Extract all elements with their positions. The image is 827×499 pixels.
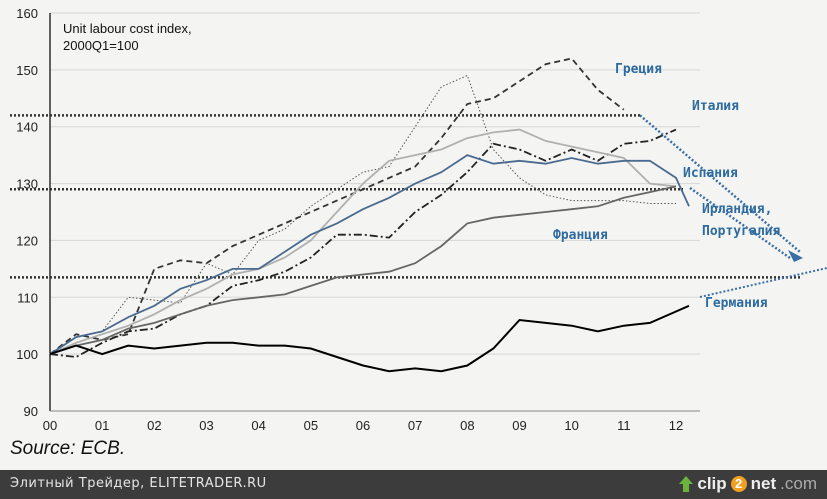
footer-bar: Элитный Трейдер, ELITETRADER.RU clip 2 net… bbox=[0, 470, 827, 499]
annotation-label: Германия bbox=[705, 296, 768, 311]
chart-subtitle: 2000Q1=100 bbox=[63, 38, 139, 53]
arrow-head-icon bbox=[788, 250, 803, 262]
series-line-Испания bbox=[49, 128, 677, 355]
annotations: Греция Италия Испания Ирландия, Португалия Фр… bbox=[553, 62, 780, 311]
x-tick-label: 02 bbox=[147, 418, 161, 433]
grid-lines bbox=[50, 12, 700, 355]
series-line-Италия bbox=[49, 128, 677, 358]
y-tick-label: 110 bbox=[17, 290, 38, 305]
source-note: Source: ECB. bbox=[10, 438, 126, 459]
annotation-label: Франция bbox=[553, 228, 608, 243]
footer-site-label: Элитный Трейдер, ELITETRADER.RU bbox=[10, 476, 267, 491]
annotation-label: Испания bbox=[683, 166, 738, 181]
series-line-Португалия bbox=[49, 154, 690, 355]
brand-pre: clip bbox=[697, 474, 727, 493]
x-tick-label: 04 bbox=[251, 418, 265, 433]
brand-domain: .com bbox=[780, 474, 817, 493]
clip2net-logo[interactable]: clip 2 net .com bbox=[679, 474, 817, 494]
y-tick-label: 140 bbox=[16, 120, 38, 135]
y-tick-label: 120 bbox=[16, 233, 38, 248]
chart-title: Unit labour cost index, bbox=[63, 21, 192, 36]
x-tick-label: 08 bbox=[460, 418, 474, 433]
series-line-Германия bbox=[49, 304, 690, 373]
brand-two: 2 bbox=[730, 476, 747, 492]
annotation-label: Ирландия, bbox=[702, 202, 772, 217]
x-tick-label: 01 bbox=[95, 418, 109, 433]
trend-arrow-line bbox=[639, 114, 801, 253]
y-tick-label: 100 bbox=[16, 347, 38, 362]
chart: 90 100 110 120 130 140 150 160 00 01 02 03 04 05 06 07… bbox=[10, 6, 827, 433]
series-line-Ирландия bbox=[49, 74, 676, 355]
x-tick-label: 09 bbox=[512, 418, 526, 433]
x-tick-label: 06 bbox=[356, 418, 370, 433]
series-line-Франция bbox=[49, 185, 677, 355]
x-tick-label: 00 bbox=[43, 418, 57, 433]
x-tick-label: 07 bbox=[408, 418, 422, 433]
y-tick-label: 150 bbox=[16, 63, 38, 78]
x-tick-label: 05 bbox=[304, 418, 318, 433]
x-tick-label: 12 bbox=[669, 418, 683, 433]
series-lines bbox=[49, 57, 690, 373]
x-tick-label: 10 bbox=[564, 418, 578, 433]
x-axis-ticks: 00 01 02 03 04 05 06 07 08 09 10 11 12 bbox=[43, 418, 683, 433]
x-tick-label: 11 bbox=[617, 418, 631, 433]
upload-arrow-icon bbox=[679, 476, 694, 492]
brand-post: net bbox=[750, 474, 777, 493]
annotation-label: Греция bbox=[615, 62, 662, 77]
reference-lines bbox=[10, 114, 800, 279]
x-tick-label: 03 bbox=[199, 418, 213, 433]
annotation-label: Португалия bbox=[702, 224, 780, 239]
y-axis-ticks: 90 100 110 120 130 140 150 160 bbox=[16, 6, 38, 419]
y-tick-label: 160 bbox=[16, 6, 38, 21]
y-tick-label: 130 bbox=[16, 177, 38, 192]
series-line-Греция bbox=[49, 57, 625, 355]
germany-pointer-line bbox=[699, 267, 827, 298]
annotation-arrows bbox=[639, 114, 827, 298]
y-tick-label: 90 bbox=[24, 404, 38, 419]
trend-arrow-line bbox=[689, 186, 791, 260]
annotation-label: Италия bbox=[692, 99, 739, 114]
